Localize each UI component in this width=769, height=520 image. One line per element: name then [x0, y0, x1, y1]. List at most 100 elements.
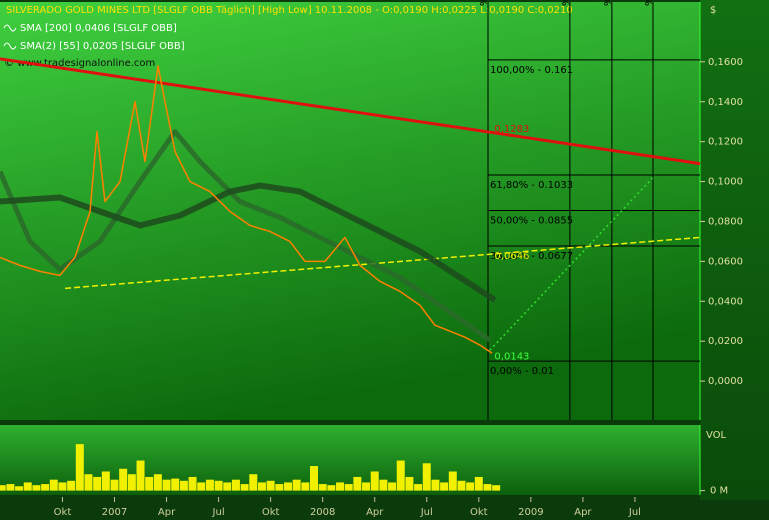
volume-bar	[214, 480, 223, 491]
x-tick-label: Jul	[628, 507, 641, 518]
volume-bar	[84, 474, 93, 491]
legend-icon	[3, 24, 17, 32]
volume-bar	[58, 482, 67, 491]
x-tick-label: Jul	[420, 507, 433, 518]
trendline	[0, 57, 701, 166]
legend-label: SMA [200] 0,0406 [SLGLF OBB]	[20, 23, 177, 34]
fib-time-label: 50,00%	[642, 0, 653, 6]
volume-bar	[205, 479, 214, 491]
volume-bar	[67, 480, 76, 491]
volume-bar	[379, 479, 388, 491]
volume-bar	[127, 474, 136, 491]
axis-panel	[700, 0, 769, 500]
volume-bar	[466, 482, 475, 491]
point-label: 0,0646	[494, 251, 529, 262]
fib-level-label: 0,00% - 0.01	[490, 366, 554, 377]
volume-bar	[457, 480, 466, 491]
x-tick-label: Apr	[366, 507, 384, 518]
y-tick-label: 0,0400	[708, 296, 743, 307]
y-tick-label: 0,0600	[708, 256, 743, 267]
volume-bar	[492, 485, 501, 491]
y-tick-label: 0,1400	[708, 97, 743, 108]
volume-bar	[483, 484, 492, 491]
volume-bar	[388, 482, 397, 491]
volume-bar	[310, 466, 319, 491]
volume-bar	[179, 480, 188, 491]
trendline	[64, 236, 701, 290]
volume-bar	[23, 482, 32, 491]
volume-bar	[223, 482, 232, 491]
x-tick-label: Apr	[574, 507, 592, 518]
volume-bar	[197, 482, 206, 491]
trendline	[489, 175, 656, 351]
y-tick-label: 0 M	[710, 486, 728, 497]
volume-bar	[362, 482, 371, 491]
volume-bar	[318, 484, 327, 491]
y-tick-label: 0,0200	[708, 336, 743, 347]
volume-bar	[119, 468, 128, 491]
volume-bar	[266, 480, 275, 491]
fib-level-label: 38,20% - 0.0677	[490, 251, 573, 262]
sma-line	[0, 129, 492, 343]
fib-level-label: 50,00% - 0.0855	[490, 216, 573, 227]
volume-bar	[431, 479, 440, 491]
volume-bar	[301, 482, 310, 491]
price-line	[0, 65, 493, 354]
x-tick-label: 2007	[102, 507, 127, 518]
volume-bar	[257, 482, 266, 491]
volume-bar	[414, 484, 423, 491]
volume-bar	[93, 476, 102, 491]
volume-bar	[6, 484, 15, 491]
volume-bar	[474, 476, 483, 491]
volume-bar	[136, 460, 145, 491]
y-tick-label: 0,1000	[708, 177, 743, 188]
y-unit: $	[710, 5, 716, 16]
volume-bar	[396, 460, 405, 491]
volume-bar	[440, 482, 449, 491]
fib-time-label: 0,00%	[601, 0, 612, 6]
volume-bar	[110, 479, 119, 491]
volume-bar	[275, 484, 284, 491]
volume-bar	[145, 476, 154, 491]
y-tick-label: 0,0800	[708, 216, 743, 227]
volume-bar	[240, 484, 249, 491]
volume-bar	[49, 479, 58, 491]
point-label: 0,1283	[494, 124, 529, 135]
volume-bar	[15, 486, 24, 491]
legend-icon	[3, 42, 17, 50]
volume-bar	[153, 474, 162, 491]
volume-bar	[283, 482, 292, 491]
volume-bar	[327, 485, 336, 491]
volume-bar	[162, 479, 171, 491]
volume-bar	[0, 485, 6, 491]
x-tick-label: Okt	[470, 507, 488, 518]
volume-bar	[188, 476, 197, 491]
fib-level-label: 61,80% - 0.1033	[490, 180, 573, 191]
volume-bar	[249, 474, 258, 491]
volume-bar	[405, 476, 414, 491]
x-tick-label: Okt	[262, 507, 280, 518]
legend-label: SMA(2) [55] 0,0205 [SLGLF OBB]	[20, 41, 185, 52]
point-label: 0,0143	[494, 352, 529, 363]
y-tick-label: 0,1600	[708, 57, 743, 68]
volume-bar	[75, 444, 84, 491]
fib-time-label: 0,00%	[477, 0, 488, 6]
volume-bar	[353, 476, 362, 491]
sma-line	[0, 182, 497, 303]
volume-bar	[32, 485, 41, 491]
volume-bar	[336, 482, 345, 491]
x-tick-label: Okt	[54, 507, 72, 518]
volume-label: VOL	[706, 430, 727, 441]
x-tick-label: Jul	[212, 507, 225, 518]
x-tick-label: Apr	[158, 507, 176, 518]
volume-bar	[370, 471, 379, 491]
volume-bar	[101, 471, 110, 491]
x-tick-label: 2008	[310, 507, 335, 518]
source: © www.tradesignalonline.com	[4, 58, 155, 69]
x-tick-label: 2009	[518, 507, 543, 518]
fib-level-label: 100,00% - 0.161	[490, 65, 573, 76]
volume-bar	[422, 463, 431, 491]
y-tick-label: 0,0000	[708, 376, 743, 387]
y-tick-label: 0,1200	[708, 137, 743, 148]
